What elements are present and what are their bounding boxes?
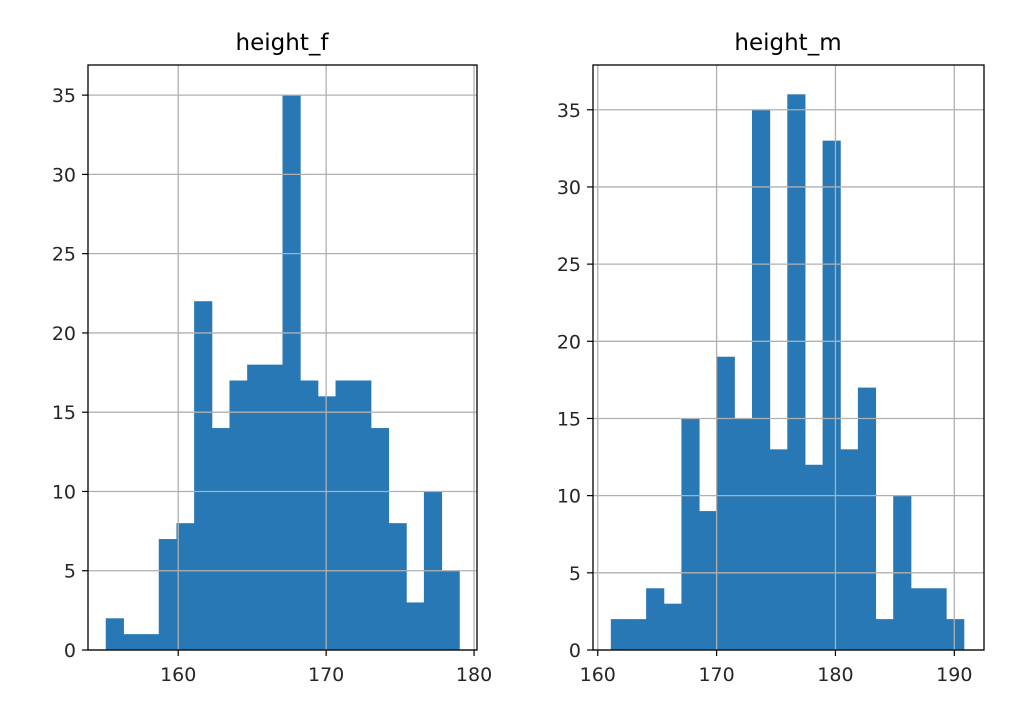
y-tick-label: 10	[557, 486, 581, 508]
histogram-bar	[406, 602, 425, 650]
histogram-bar	[822, 140, 841, 650]
histogram-bar	[752, 109, 771, 651]
histogram-bar	[441, 570, 460, 650]
histogram-bar	[335, 380, 354, 650]
y-tick-label: 25	[52, 244, 76, 266]
histogram-bar	[681, 418, 700, 650]
histogram-bar	[875, 619, 894, 650]
y-tick-label: 30	[52, 164, 76, 186]
histogram-bar	[229, 380, 248, 650]
histogram-height-m: height_m 160 170 180 190 0 5 10 15 20 25 30 35	[557, 30, 985, 686]
y-tick-label: 5	[569, 563, 581, 585]
y-tick-label: 0	[64, 640, 76, 662]
y-tick-label: 15	[557, 408, 581, 430]
y-tick-label: 25	[557, 254, 581, 276]
y-tick-label: 20	[52, 323, 76, 345]
y-tick-label: 5	[64, 561, 76, 583]
y-tick-label: 35	[52, 85, 76, 107]
histogram-bar	[610, 619, 629, 650]
y-tick-label: 15	[52, 402, 76, 424]
chart-title: height_m	[734, 30, 841, 56]
x-tick-label: 190	[936, 664, 972, 686]
histogram-bar	[804, 464, 824, 650]
histogram-bar	[388, 523, 407, 650]
axes-frame	[87, 64, 478, 651]
axes-frame	[592, 64, 985, 651]
histogram-bar	[317, 396, 337, 650]
histogram-bar	[928, 588, 947, 650]
x-tick-label: 180	[817, 664, 853, 686]
chart-title: height_f	[236, 30, 330, 56]
histogram-bar	[699, 511, 718, 650]
x-tick-label: 170	[698, 664, 734, 686]
x-tick-label: 180	[456, 664, 492, 686]
histogram-bar	[300, 380, 319, 650]
histogram-bar	[176, 523, 195, 650]
histogram-bar	[141, 634, 160, 650]
histogram-bar	[787, 94, 806, 651]
histogram-bar	[211, 428, 230, 650]
x-tick-label: 170	[308, 664, 344, 686]
histogram-bar	[194, 301, 213, 650]
histogram-bar	[646, 588, 665, 650]
y-tick-label: 20	[557, 331, 581, 353]
histogram-bar	[264, 364, 283, 650]
histogram-bar	[370, 428, 390, 650]
histogram-bar	[123, 634, 142, 650]
histogram-bar	[716, 356, 735, 650]
y-tick-label: 10	[52, 481, 76, 503]
y-tick-label: 30	[557, 177, 581, 199]
histogram-bar	[158, 539, 177, 650]
histogram-bar	[282, 95, 301, 650]
histogram-bar	[910, 588, 929, 650]
histogram-bar	[769, 449, 788, 650]
x-tick-label: 160	[160, 664, 196, 686]
y-tick-label: 35	[557, 100, 581, 122]
histogram-bar	[663, 603, 682, 650]
histogram-height-f: height_f 160 170 180 0 5 10 15 20 25 30 35	[52, 30, 492, 686]
y-tick-label: 0	[569, 640, 581, 662]
histogram-bar	[105, 618, 124, 650]
x-tick-label: 160	[580, 664, 616, 686]
histogram-bar	[734, 418, 753, 650]
histogram-bar	[628, 619, 647, 650]
histogram-bar	[353, 380, 372, 650]
histogram-bar	[840, 449, 859, 650]
histogram-bar	[857, 387, 877, 650]
histogram-bar	[247, 364, 266, 650]
histogram-bar	[946, 619, 965, 650]
